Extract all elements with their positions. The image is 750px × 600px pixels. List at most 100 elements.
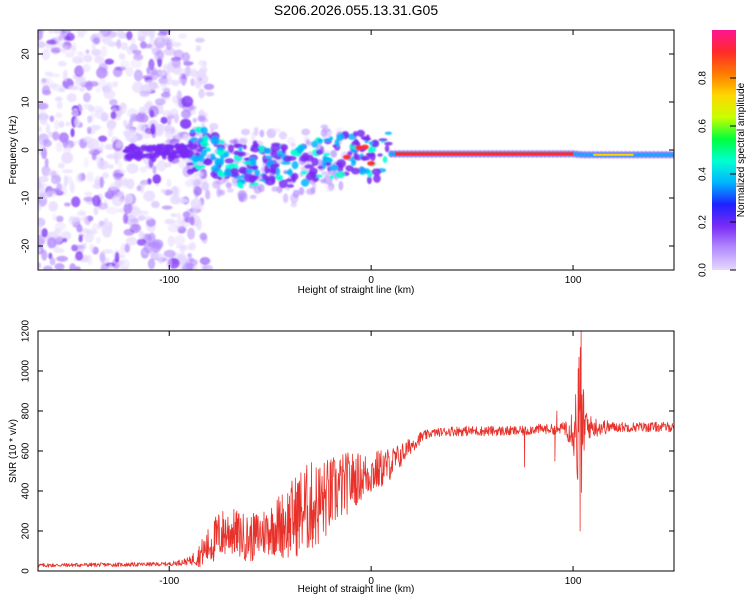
spectrogram-cell xyxy=(107,264,114,270)
spectrogram-cell xyxy=(160,116,168,124)
spectrogram-cell xyxy=(242,160,251,165)
spectrogram-cell xyxy=(384,131,393,135)
spectrogram-cell xyxy=(96,160,109,170)
spectrogram-cell xyxy=(201,181,210,191)
spectrogram-cell xyxy=(384,145,390,153)
spectrogram-cell xyxy=(91,42,96,51)
spectrogram-cell xyxy=(98,62,108,73)
spectrogram-cell xyxy=(367,147,374,153)
spectrogram-cell xyxy=(62,69,68,82)
spectrogram-cell xyxy=(194,171,204,177)
spectrogram-cell xyxy=(86,228,98,235)
spectrogram-cell xyxy=(50,174,62,185)
spectrogram-cell xyxy=(202,160,211,165)
snr-y-tick-label: 600 xyxy=(21,442,32,459)
spectrogram-cell xyxy=(69,181,75,194)
spectrogram-cell xyxy=(291,160,299,170)
spectrogram-cell xyxy=(96,32,103,39)
spectrogram-cell xyxy=(202,264,213,270)
figure-title: S206.2026.055.13.31.G05 xyxy=(274,2,438,18)
spectrogram-cell xyxy=(167,153,175,162)
colorbar-tick-label: 0.2 xyxy=(698,215,709,229)
spectrogram-cell xyxy=(156,159,167,172)
spectrogram-cell xyxy=(142,153,149,157)
spectrogram-cell xyxy=(86,254,93,266)
spectrogram-cell xyxy=(308,171,317,176)
spectrogram-cell xyxy=(91,48,101,56)
spectrogram-cell xyxy=(282,193,289,203)
spectrogram-cell xyxy=(198,88,205,99)
spectrogram-cell xyxy=(192,209,198,216)
spectrogram-cell xyxy=(187,227,196,240)
spectrogram-cell xyxy=(41,48,51,61)
spectrogram-cell xyxy=(38,139,45,151)
spectrogram-cell xyxy=(99,142,104,154)
spectrogram-cell xyxy=(268,175,277,181)
spectrogram-cell xyxy=(189,129,196,133)
spectrogram-cell xyxy=(251,165,259,171)
spectrogram-cell xyxy=(249,194,257,200)
spectrogram-cell xyxy=(65,121,71,127)
spectrogram-cell xyxy=(249,176,256,184)
spectrogram-cell xyxy=(238,138,248,146)
spectrogram-cell xyxy=(120,42,129,51)
spectrogram-cell xyxy=(166,73,172,86)
spectrogram-cell xyxy=(246,165,254,170)
spectrogram-cell xyxy=(177,33,187,39)
spectrogram-cell xyxy=(139,166,148,173)
spectrogram-cell xyxy=(48,201,59,212)
spectrogram-cell xyxy=(136,146,147,153)
spectrogram-cell xyxy=(65,51,75,58)
snr-series-line xyxy=(38,331,674,568)
spectrogram-cell xyxy=(143,43,153,49)
spectrogram-cell xyxy=(76,224,83,233)
spectrogram-cell xyxy=(355,145,364,151)
spectrogram-cell xyxy=(290,143,296,148)
colorbar-ticks: 0.0 0.2 0.4 0.6 0.8 xyxy=(698,71,736,277)
spectrogram-cell xyxy=(170,79,175,86)
spectrogram-cell xyxy=(136,185,142,192)
spectrogram-cell xyxy=(358,167,367,175)
spectrogram-cell xyxy=(176,144,183,153)
spectrogram-cell xyxy=(117,260,125,266)
spectrogram-cell xyxy=(330,149,338,158)
spectrogram-cell xyxy=(72,140,81,146)
spectrogram-cell xyxy=(191,155,200,162)
spectrogram-cell xyxy=(82,63,91,73)
spectrogram-cell xyxy=(182,211,191,218)
spectrogram-cell xyxy=(105,81,113,93)
spectrogram-cell xyxy=(54,96,63,102)
snr-y-label: SNR (10 * v/v) xyxy=(8,419,19,483)
spectrogram-cell xyxy=(370,152,376,162)
spectrogram-cell xyxy=(146,218,156,227)
spectrogram-cell xyxy=(248,157,257,166)
spectrogram-cell xyxy=(148,58,155,71)
spectrogram-cell xyxy=(194,37,205,43)
spectrogram-cell xyxy=(130,37,136,47)
spectrogram-cell xyxy=(183,132,189,142)
spectrogram-cell xyxy=(98,135,108,142)
spectrogram-cell xyxy=(82,136,93,144)
spectrogram-cell xyxy=(133,69,143,82)
spectrogram-cell xyxy=(77,33,85,38)
spectrogram-cell xyxy=(165,256,172,269)
spectrogram-cell xyxy=(120,60,130,68)
spectrogram-cell xyxy=(198,117,209,123)
spectrogram-cell xyxy=(43,265,53,270)
spectrogram-cell xyxy=(190,78,195,87)
spectrogram-cell xyxy=(38,228,43,235)
spectrogram-cell xyxy=(94,109,106,120)
spectrogram-cell xyxy=(139,90,151,97)
spectrogram-cell xyxy=(126,46,133,55)
spectrogram-cell xyxy=(147,258,156,270)
spectrogram-cell xyxy=(174,200,184,205)
spectrogram-cell xyxy=(274,174,284,180)
spectrogram-cell xyxy=(217,176,223,181)
spectrogram-cell xyxy=(174,189,180,200)
spectrogram-cell xyxy=(129,223,142,234)
spectrogram-cell xyxy=(203,83,215,90)
spectrogram-cell xyxy=(187,253,192,258)
spectrogram-x-tick-label: -100 xyxy=(159,275,179,286)
spectrogram-cell xyxy=(177,78,188,85)
spectrogram-cell xyxy=(38,41,46,49)
